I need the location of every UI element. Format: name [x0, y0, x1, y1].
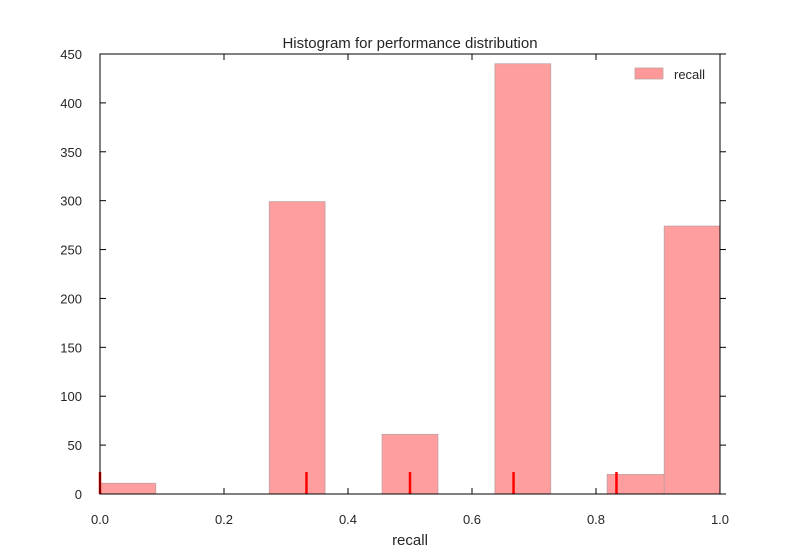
x-tick-label: 0.6 [463, 512, 481, 527]
y-tick-label: 0 [75, 487, 82, 502]
x-axis-title: recall [392, 532, 428, 549]
y-tick-label: 150 [60, 340, 82, 355]
x-tick-labels: 0.0 0.2 0.4 0.6 0.8 1.0 [91, 512, 729, 527]
y-tick-label: 300 [60, 194, 82, 209]
histogram-bar [268, 201, 326, 495]
y-tick-label: 50 [68, 438, 82, 453]
y-tick-label: 350 [60, 145, 82, 160]
y-tick-label: 400 [60, 96, 82, 111]
legend-swatch [634, 67, 664, 80]
y-tick-labels: 0 50 100 150 200 250 300 350 400 450 [60, 47, 82, 502]
histogram-bar [99, 482, 157, 495]
y-tick-label: 100 [60, 389, 82, 404]
x-tick-label: 0.4 [339, 512, 357, 527]
ticks-layer [99, 53, 726, 495]
y-tick-label: 200 [60, 291, 82, 306]
x-tick-label: 0.2 [215, 512, 233, 527]
x-tick-label: 1.0 [711, 512, 729, 527]
rug-layer [98, 472, 618, 494]
y-tick-label: 450 [60, 47, 82, 62]
plot-frame [99, 53, 721, 495]
bars-layer [99, 63, 721, 495]
x-tick-label: 0.0 [91, 512, 109, 527]
y-tick-label: 250 [60, 243, 82, 258]
legend: recall [634, 67, 705, 82]
histogram-bar [494, 63, 552, 495]
x-tick-label: 0.8 [587, 512, 605, 527]
chart-title: Histogram for performance distribution [282, 35, 537, 52]
histogram-bar [663, 225, 721, 495]
legend-label: recall [674, 67, 705, 82]
